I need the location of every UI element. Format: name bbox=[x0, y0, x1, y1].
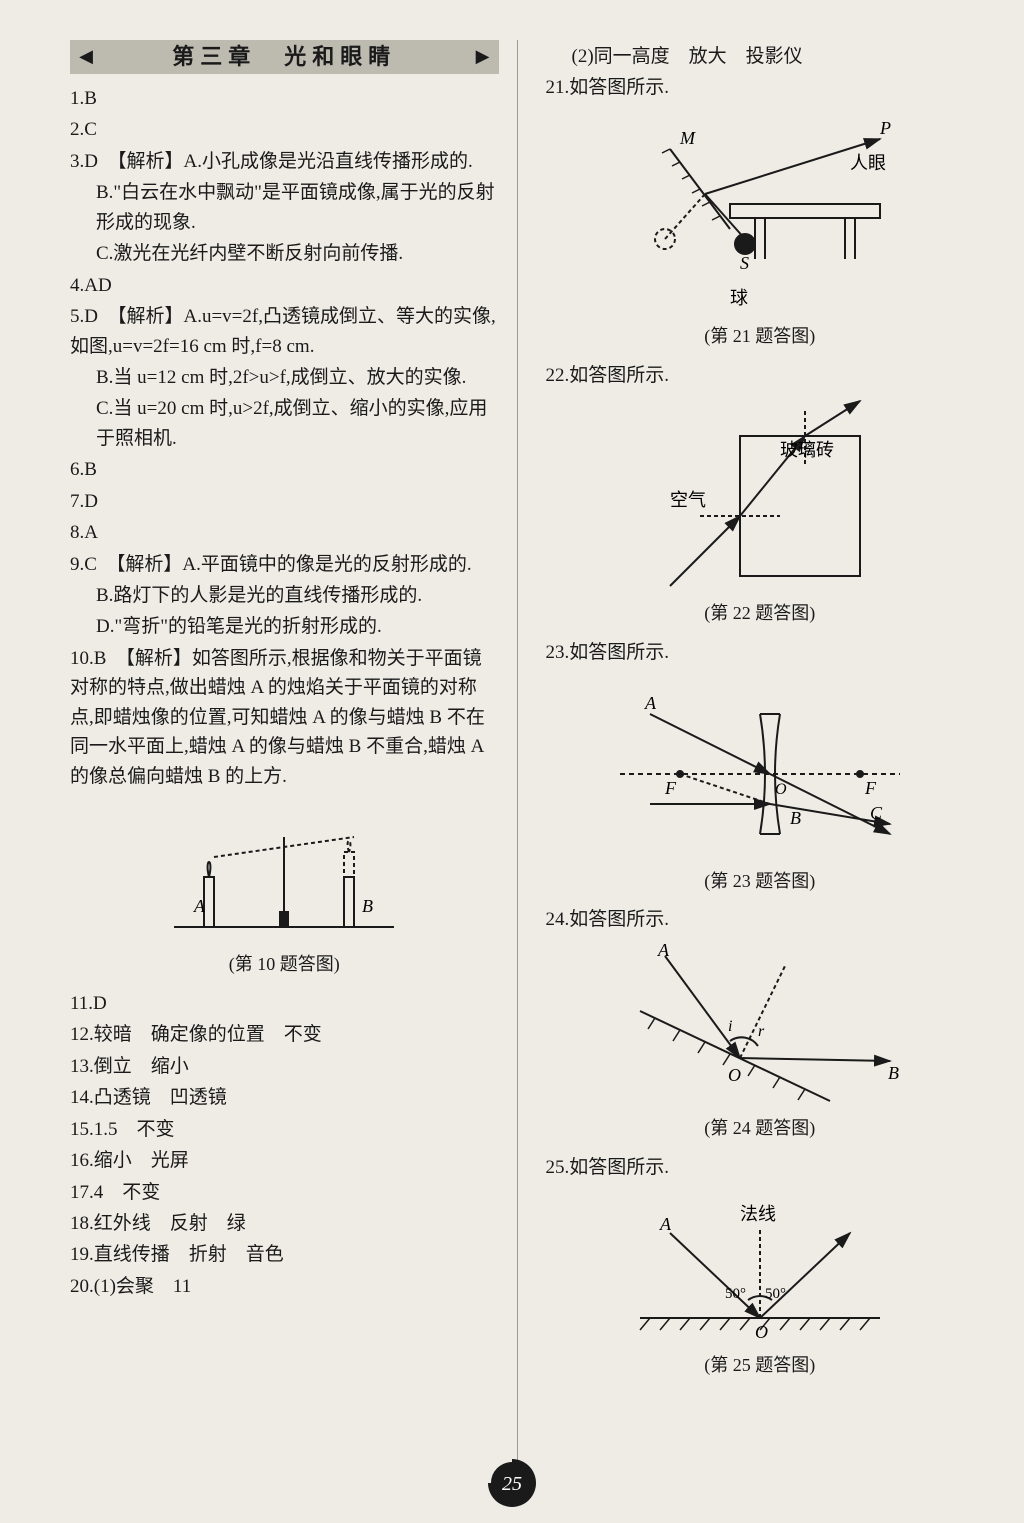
fig10-label-b: B bbox=[362, 896, 373, 916]
answer-9-b: B.路灯下的人影是光的直线传播形成的. bbox=[70, 581, 499, 610]
figure-10: A B bbox=[70, 797, 499, 947]
figure-22-caption: (第 22 题答图) bbox=[546, 600, 975, 628]
figure-25: A 法线 50° 50° O bbox=[546, 1188, 975, 1348]
fig21-label-p: P bbox=[879, 118, 891, 138]
answer-13: 13.倒立 缩小 bbox=[70, 1052, 499, 1081]
fig24-label-b: B bbox=[888, 1063, 899, 1083]
answer-22: 22.如答图所示. bbox=[546, 361, 975, 390]
answer-23: 23.如答图所示. bbox=[546, 638, 975, 667]
answer-10-head: 10.B 【解析】如答图所示,根据像和物关于平面镜对称的特点,做出蜡烛 A 的烛… bbox=[70, 644, 499, 791]
fig25-angle-l: 50° bbox=[725, 1286, 746, 1302]
answer-20b: (2)同一高度 放大 投影仪 bbox=[546, 42, 975, 71]
answer-18: 18.红外线 反射 绿 bbox=[70, 1209, 499, 1238]
answer-3-head: 3.D 【解析】A.小孔成像是光沿直线传播形成的. bbox=[70, 147, 499, 176]
fig24-label-i: i bbox=[728, 1018, 732, 1035]
figure-21-caption: (第 21 题答图) bbox=[546, 323, 975, 351]
fig10-label-a: A bbox=[193, 896, 206, 916]
figure-23: A F F O B C bbox=[546, 674, 975, 864]
figure-21: M P 人眼 S 球 bbox=[546, 109, 975, 319]
fig23-label-f1: F bbox=[664, 778, 677, 798]
fig25-label-o: O bbox=[755, 1322, 768, 1342]
fig23-label-f2: F bbox=[864, 778, 877, 798]
fig23-label-b: B bbox=[790, 808, 801, 828]
answer-1: 1.B bbox=[70, 84, 499, 113]
fig21-label-ball: 球 bbox=[730, 288, 748, 308]
answer-4: 4.AD bbox=[70, 271, 499, 300]
columns: ◀ 第三章 光和眼睛 ▶ 1.B 2.C 3.D 【解析】A.小孔成像是光沿直线… bbox=[70, 40, 974, 1463]
answer-17: 17.4 不变 bbox=[70, 1178, 499, 1207]
fig23-label-a: A bbox=[644, 693, 657, 713]
answer-11: 11.D bbox=[70, 989, 499, 1018]
fig25-label-a: A bbox=[659, 1214, 672, 1234]
answer-5-c: C.当 u=20 cm 时,u>2f,成倒立、缩小的实像,应用于照相机. bbox=[70, 394, 499, 453]
answer-5-b: B.当 u=12 cm 时,2f>u>f,成倒立、放大的实像. bbox=[70, 363, 499, 392]
fig25-label-normal: 法线 bbox=[740, 1204, 776, 1224]
answer-3-b: B."白云在水中飘动"是平面镜成像,属于光的反射形成的现象. bbox=[70, 178, 499, 237]
answer-19: 19.直线传播 折射 音色 bbox=[70, 1240, 499, 1269]
answer-8: 8.A bbox=[70, 518, 499, 547]
fig24-label-r: r bbox=[758, 1023, 765, 1040]
chapter-left-icon: ◀ bbox=[76, 43, 96, 71]
fig21-label-s: S bbox=[740, 253, 749, 273]
right-column: (2)同一高度 放大 投影仪 21.如答图所示. bbox=[542, 40, 975, 1463]
figure-10-caption: (第 10 题答图) bbox=[70, 951, 499, 979]
fig23-label-o: O bbox=[775, 781, 787, 798]
page-root: ◀ 第三章 光和眼睛 ▶ 1.B 2.C 3.D 【解析】A.小孔成像是光沿直线… bbox=[0, 0, 1024, 1523]
answer-24: 24.如答图所示. bbox=[546, 905, 975, 934]
chapter-right-icon: ▶ bbox=[473, 43, 493, 71]
answer-2: 2.C bbox=[70, 115, 499, 144]
figure-24: A B O i r bbox=[546, 941, 975, 1111]
fig23-label-c: C bbox=[870, 803, 883, 823]
fig21-label-eye: 人眼 bbox=[850, 153, 886, 173]
answer-9-d: D."弯折"的铅笔是光的折射形成的. bbox=[70, 612, 499, 641]
answer-3-c: C.激光在光纤内壁不断反射向前传播. bbox=[70, 239, 499, 268]
fig24-label-o: O bbox=[728, 1065, 741, 1085]
answer-20: 20.(1)会聚 11 bbox=[70, 1272, 499, 1301]
answer-16: 16.缩小 光屏 bbox=[70, 1146, 499, 1175]
page-number-badge: 25 bbox=[484, 1455, 540, 1511]
answer-6: 6.B bbox=[70, 455, 499, 484]
answer-25: 25.如答图所示. bbox=[546, 1153, 975, 1182]
chapter-header: ◀ 第三章 光和眼睛 ▶ bbox=[70, 40, 499, 74]
figure-23-caption: (第 23 题答图) bbox=[546, 868, 975, 896]
page-number: 25 bbox=[502, 1473, 522, 1495]
answer-21: 21.如答图所示. bbox=[546, 73, 975, 102]
figure-24-caption: (第 24 题答图) bbox=[546, 1115, 975, 1143]
answer-7: 7.D bbox=[70, 487, 499, 516]
answer-15: 15.1.5 不变 bbox=[70, 1115, 499, 1144]
fig24-label-a: A bbox=[657, 941, 670, 960]
chapter-title: 第三章 光和眼睛 bbox=[96, 40, 473, 74]
answer-5-head: 5.D 【解析】A.u=v=2f,凸透镜成倒立、等大的实像,如图,u=v=2f=… bbox=[70, 302, 499, 361]
fig22-label-glass: 玻璃砖 bbox=[780, 440, 834, 460]
fig25-angle-r: 50° bbox=[765, 1286, 786, 1302]
figure-25-caption: (第 25 题答图) bbox=[546, 1352, 975, 1380]
answer-12: 12.较暗 确定像的位置 不变 bbox=[70, 1020, 499, 1049]
fig22-label-air: 空气 bbox=[670, 490, 706, 510]
figure-22: 空气 玻璃砖 bbox=[546, 396, 975, 596]
answer-14: 14.凸透镜 凹透镜 bbox=[70, 1083, 499, 1112]
answer-9-head: 9.C 【解析】A.平面镜中的像是光的反射形成的. bbox=[70, 550, 499, 579]
left-column: ◀ 第三章 光和眼睛 ▶ 1.B 2.C 3.D 【解析】A.小孔成像是光沿直线… bbox=[70, 40, 518, 1463]
fig21-label-m: M bbox=[679, 128, 696, 148]
